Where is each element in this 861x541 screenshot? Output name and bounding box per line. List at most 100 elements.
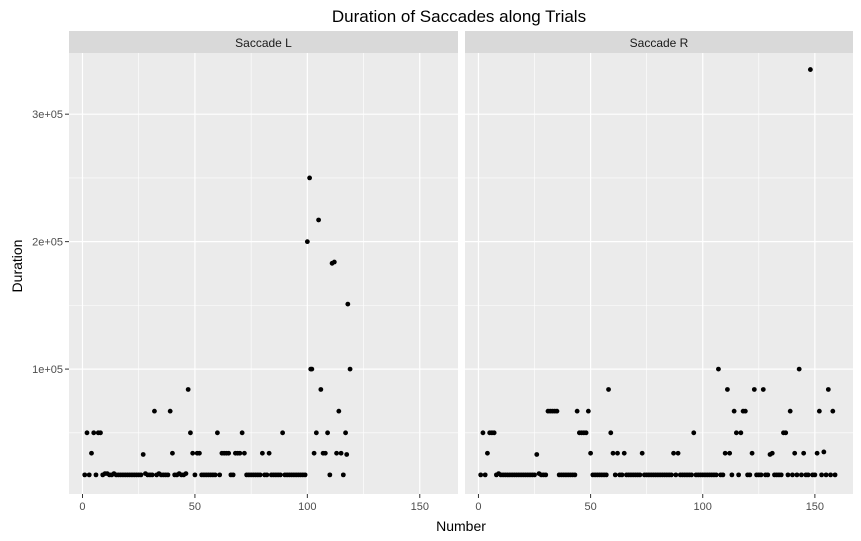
data-point xyxy=(671,450,676,456)
data-point xyxy=(742,408,748,414)
data-point xyxy=(482,472,488,478)
facet-panel-2: Saccade R xyxy=(465,31,853,494)
x-tick-label: 50 xyxy=(189,501,201,513)
data-point xyxy=(344,452,350,457)
x-tick-label: 150 xyxy=(411,501,429,513)
facet-strip-label: Saccade L xyxy=(235,36,292,50)
y-axis: 1e+05 2e+05 3e+05 xyxy=(32,109,69,376)
data-point xyxy=(93,472,99,478)
panel-background xyxy=(465,53,853,494)
facet-strip xyxy=(69,31,458,53)
data-point xyxy=(340,472,346,478)
data-point xyxy=(280,430,286,436)
data-point xyxy=(830,408,836,414)
data-point xyxy=(334,450,339,456)
data-point xyxy=(192,472,198,478)
data-point xyxy=(621,450,627,456)
x-tick-label: 100 xyxy=(298,501,316,513)
data-point xyxy=(264,472,270,478)
data-point xyxy=(819,472,825,478)
data-point xyxy=(828,472,833,478)
data-point xyxy=(325,430,330,436)
data-point xyxy=(794,472,800,478)
data-point xyxy=(574,408,580,414)
data-point xyxy=(727,450,733,456)
y-axis-title: Duration xyxy=(9,240,25,293)
data-point xyxy=(167,408,173,414)
data-point xyxy=(639,450,645,456)
data-point xyxy=(259,450,265,456)
data-point xyxy=(91,430,97,436)
data-point xyxy=(792,450,798,456)
x-axis: 0 50 100 150 0 50 100 150 xyxy=(79,494,824,513)
data-point xyxy=(823,472,829,478)
data-point xyxy=(217,472,223,478)
data-point xyxy=(212,472,218,478)
data-point xyxy=(485,450,490,456)
data-point xyxy=(215,430,220,436)
data-point xyxy=(152,408,157,414)
data-point xyxy=(733,430,739,436)
data-point xyxy=(799,472,804,478)
data-point xyxy=(226,450,232,456)
chart-title: Duration of Saccades along Trials xyxy=(332,7,586,26)
data-point xyxy=(86,472,92,478)
data-point xyxy=(257,472,263,478)
facet-strip xyxy=(465,31,853,53)
data-point xyxy=(785,472,791,478)
data-point xyxy=(239,430,245,436)
data-point xyxy=(691,430,697,436)
data-point xyxy=(713,472,719,478)
data-point xyxy=(637,472,643,478)
data-point xyxy=(343,430,348,436)
data-point xyxy=(309,366,315,372)
data-point xyxy=(585,408,591,414)
data-point xyxy=(336,408,342,414)
data-point xyxy=(331,259,337,265)
data-point xyxy=(832,472,838,478)
data-point xyxy=(313,430,319,436)
data-point xyxy=(731,408,737,414)
data-point xyxy=(89,450,94,456)
data-point xyxy=(783,430,789,436)
x-axis-title: Number xyxy=(436,518,486,534)
data-point xyxy=(185,387,191,392)
data-point xyxy=(725,387,730,392)
data-point xyxy=(532,472,537,478)
data-point xyxy=(572,472,578,478)
data-point xyxy=(583,430,589,436)
data-point xyxy=(183,471,189,477)
data-point xyxy=(304,239,310,245)
y-tick-label: 1e+05 xyxy=(32,364,63,376)
data-point xyxy=(608,430,614,436)
x-tick-label: 0 xyxy=(79,501,85,513)
data-point xyxy=(302,472,308,478)
data-point xyxy=(765,472,771,478)
y-tick-label: 2e+05 xyxy=(32,237,63,249)
data-point xyxy=(603,472,609,478)
data-point xyxy=(778,472,784,478)
data-point xyxy=(606,387,611,392)
data-point xyxy=(311,450,317,456)
data-point xyxy=(138,472,144,478)
x-tick-label: 100 xyxy=(694,501,712,513)
data-point xyxy=(241,450,247,456)
data-point xyxy=(825,387,831,392)
panel-background xyxy=(69,53,458,494)
data-point xyxy=(751,387,757,392)
data-point xyxy=(610,450,616,456)
data-point xyxy=(615,450,620,456)
data-point xyxy=(722,450,728,456)
data-point xyxy=(729,472,735,478)
data-point xyxy=(716,366,721,372)
data-point xyxy=(478,472,484,478)
data-point xyxy=(807,67,813,72)
data-point xyxy=(814,450,820,456)
data-point xyxy=(805,472,811,478)
data-point xyxy=(673,472,679,478)
data-point xyxy=(787,408,793,414)
x-tick-label: 50 xyxy=(584,501,596,513)
data-point xyxy=(747,472,753,478)
data-point xyxy=(277,472,283,478)
